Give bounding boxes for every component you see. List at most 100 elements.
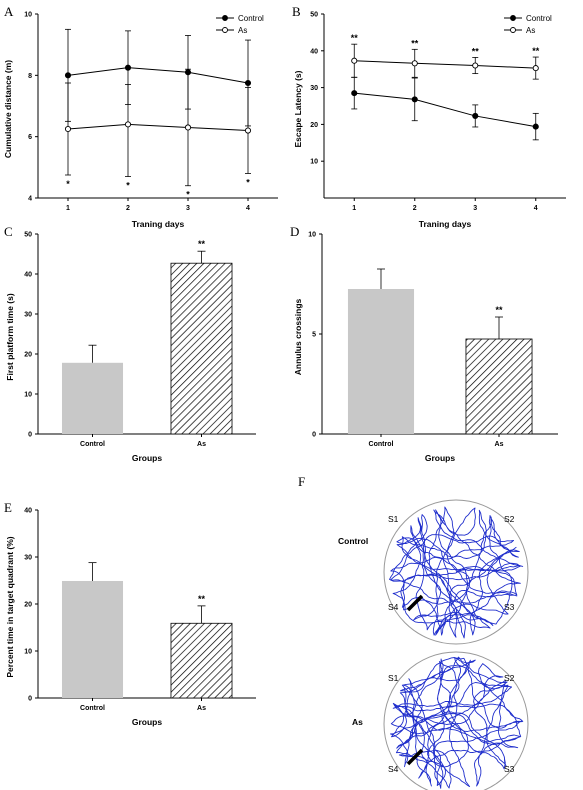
x-tick-label: As [495, 441, 504, 448]
x-tick-label: Control [80, 705, 105, 712]
data-point [64, 72, 72, 79]
x-tick-label: 4 [534, 205, 538, 212]
x-axis-label: Traning days [132, 219, 185, 229]
chart-e-percent-target-quadrant: 0 10 20 30 40 Percent time in target quadrant… [5, 508, 256, 727]
quadrant-label-s1: S1 [388, 514, 399, 524]
significance-mark: * [186, 190, 190, 200]
legend-marker [510, 15, 516, 21]
y-tick-label: 10 [24, 12, 32, 19]
series-line [67, 123, 249, 132]
x-tick-label: Control [369, 441, 394, 448]
legend-entry-as: As [504, 26, 535, 35]
series-as [64, 68, 252, 187]
swim-group-label-as: As [352, 717, 363, 727]
chart-a-cumulative-distance: 4 6 8 10 Cumulative distance (m) 1 2 3 4 Traning … [3, 12, 278, 229]
chart-d-annulus-crossings: 0 5 10 Annulus crossings Control As ** Groups [293, 232, 558, 463]
significance-mark: ** [198, 594, 206, 604]
bar-as [170, 262, 233, 435]
legend-label: Control [238, 14, 264, 23]
data-point [244, 79, 252, 87]
legend-label: Control [526, 14, 552, 23]
quadrant-label-s4: S4 [388, 764, 399, 774]
x-tick-label: Control [80, 441, 105, 448]
y-tick-label: 30 [24, 312, 32, 319]
bar-as [170, 622, 233, 699]
y-tick-label: 0 [28, 696, 32, 703]
y-tick-label: 0 [28, 432, 32, 439]
x-tick-label: As [197, 441, 206, 448]
y-tick-label: 10 [308, 232, 316, 239]
x-axis-label: Traning days [419, 219, 472, 229]
legend-entry-as: As [216, 26, 247, 35]
data-point [411, 96, 418, 103]
swim-group-label-control: Control [338, 536, 368, 546]
series-control [351, 76, 539, 141]
data-point [184, 124, 192, 131]
y-tick-label: 10 [24, 649, 32, 656]
significance-mark: ** [472, 46, 480, 56]
y-axis-label: Escape Latency (s) [293, 70, 303, 147]
y-tick-label: 0 [312, 432, 316, 439]
legend-entry-control: Control [216, 14, 264, 23]
swim-trajectory [389, 506, 524, 639]
swim-trajectory [389, 656, 524, 789]
data-point [351, 57, 358, 64]
quadrant-label-s4: S4 [388, 602, 399, 612]
data-point [244, 127, 252, 134]
y-axis-label: Percent time in target quadrant (%) [5, 536, 15, 677]
data-point [64, 125, 72, 133]
legend-marker [510, 27, 516, 33]
chart-c-first-platform-time: 0 10 20 30 40 50 First platform time (s) Contro… [5, 232, 256, 463]
swim-path-control [389, 506, 524, 639]
bar-as [465, 338, 533, 435]
data-point [532, 123, 539, 130]
swim-path-as [389, 656, 524, 789]
y-axis-label: Cumulative distance (m) [3, 60, 13, 158]
significance-mark: ** [411, 38, 419, 48]
y-tick-label: 50 [24, 232, 32, 239]
legend-marker [222, 15, 228, 21]
panel-letter-e: E [4, 500, 12, 515]
data-point [351, 90, 358, 97]
panel-letter-d: D [290, 224, 299, 239]
y-tick-label: 4 [28, 196, 32, 203]
data-point [472, 62, 479, 69]
y-tick-label: 5 [312, 332, 316, 339]
data-point [411, 60, 418, 67]
pool-boundary [383, 651, 529, 790]
x-tick-label: 4 [246, 205, 250, 212]
bar-control [61, 362, 124, 434]
x-axis-label: Groups [132, 453, 162, 463]
series-as [351, 43, 539, 80]
data-point [124, 64, 132, 71]
y-tick-label: 30 [24, 555, 32, 562]
quadrant-label-s2: S2 [504, 514, 515, 524]
significance-mark: ** [532, 46, 540, 56]
legend-label: As [238, 26, 247, 35]
x-tick-label: 2 [413, 205, 417, 212]
quadrant-label-s3: S3 [504, 602, 515, 612]
chart-b-escape-latency: 10 20 30 40 50 Escape Latency (s) 1 2 3 4 Traning … [293, 12, 566, 229]
legend-marker [222, 27, 228, 33]
panel-letter-c: C [4, 224, 13, 239]
bar-control [61, 580, 124, 698]
quadrant-label-s3: S3 [504, 764, 515, 774]
panel-letter-f: F [298, 474, 305, 489]
quadrant-label-s2: S2 [504, 673, 515, 683]
swim-path-panel: Control As S1 S2 S3 S4 S1 S2 S3 S4 [338, 499, 529, 790]
pool-as: S1 S2 S3 S4 [383, 651, 529, 790]
y-tick-label: 50 [310, 12, 318, 19]
series-line [67, 67, 249, 84]
series-line [354, 60, 536, 69]
significance-mark: * [126, 181, 130, 191]
significance-mark: * [246, 177, 250, 187]
data-point [472, 112, 479, 119]
y-tick-label: 10 [24, 392, 32, 399]
y-tick-label: 10 [310, 159, 318, 166]
pool-control: S1 S2 S3 S4 [383, 499, 529, 645]
y-tick-label: 40 [310, 48, 318, 55]
y-tick-label: 20 [24, 602, 32, 609]
x-axis-label: Groups [132, 717, 162, 727]
significance-mark: * [66, 179, 70, 189]
series-control [64, 28, 252, 127]
